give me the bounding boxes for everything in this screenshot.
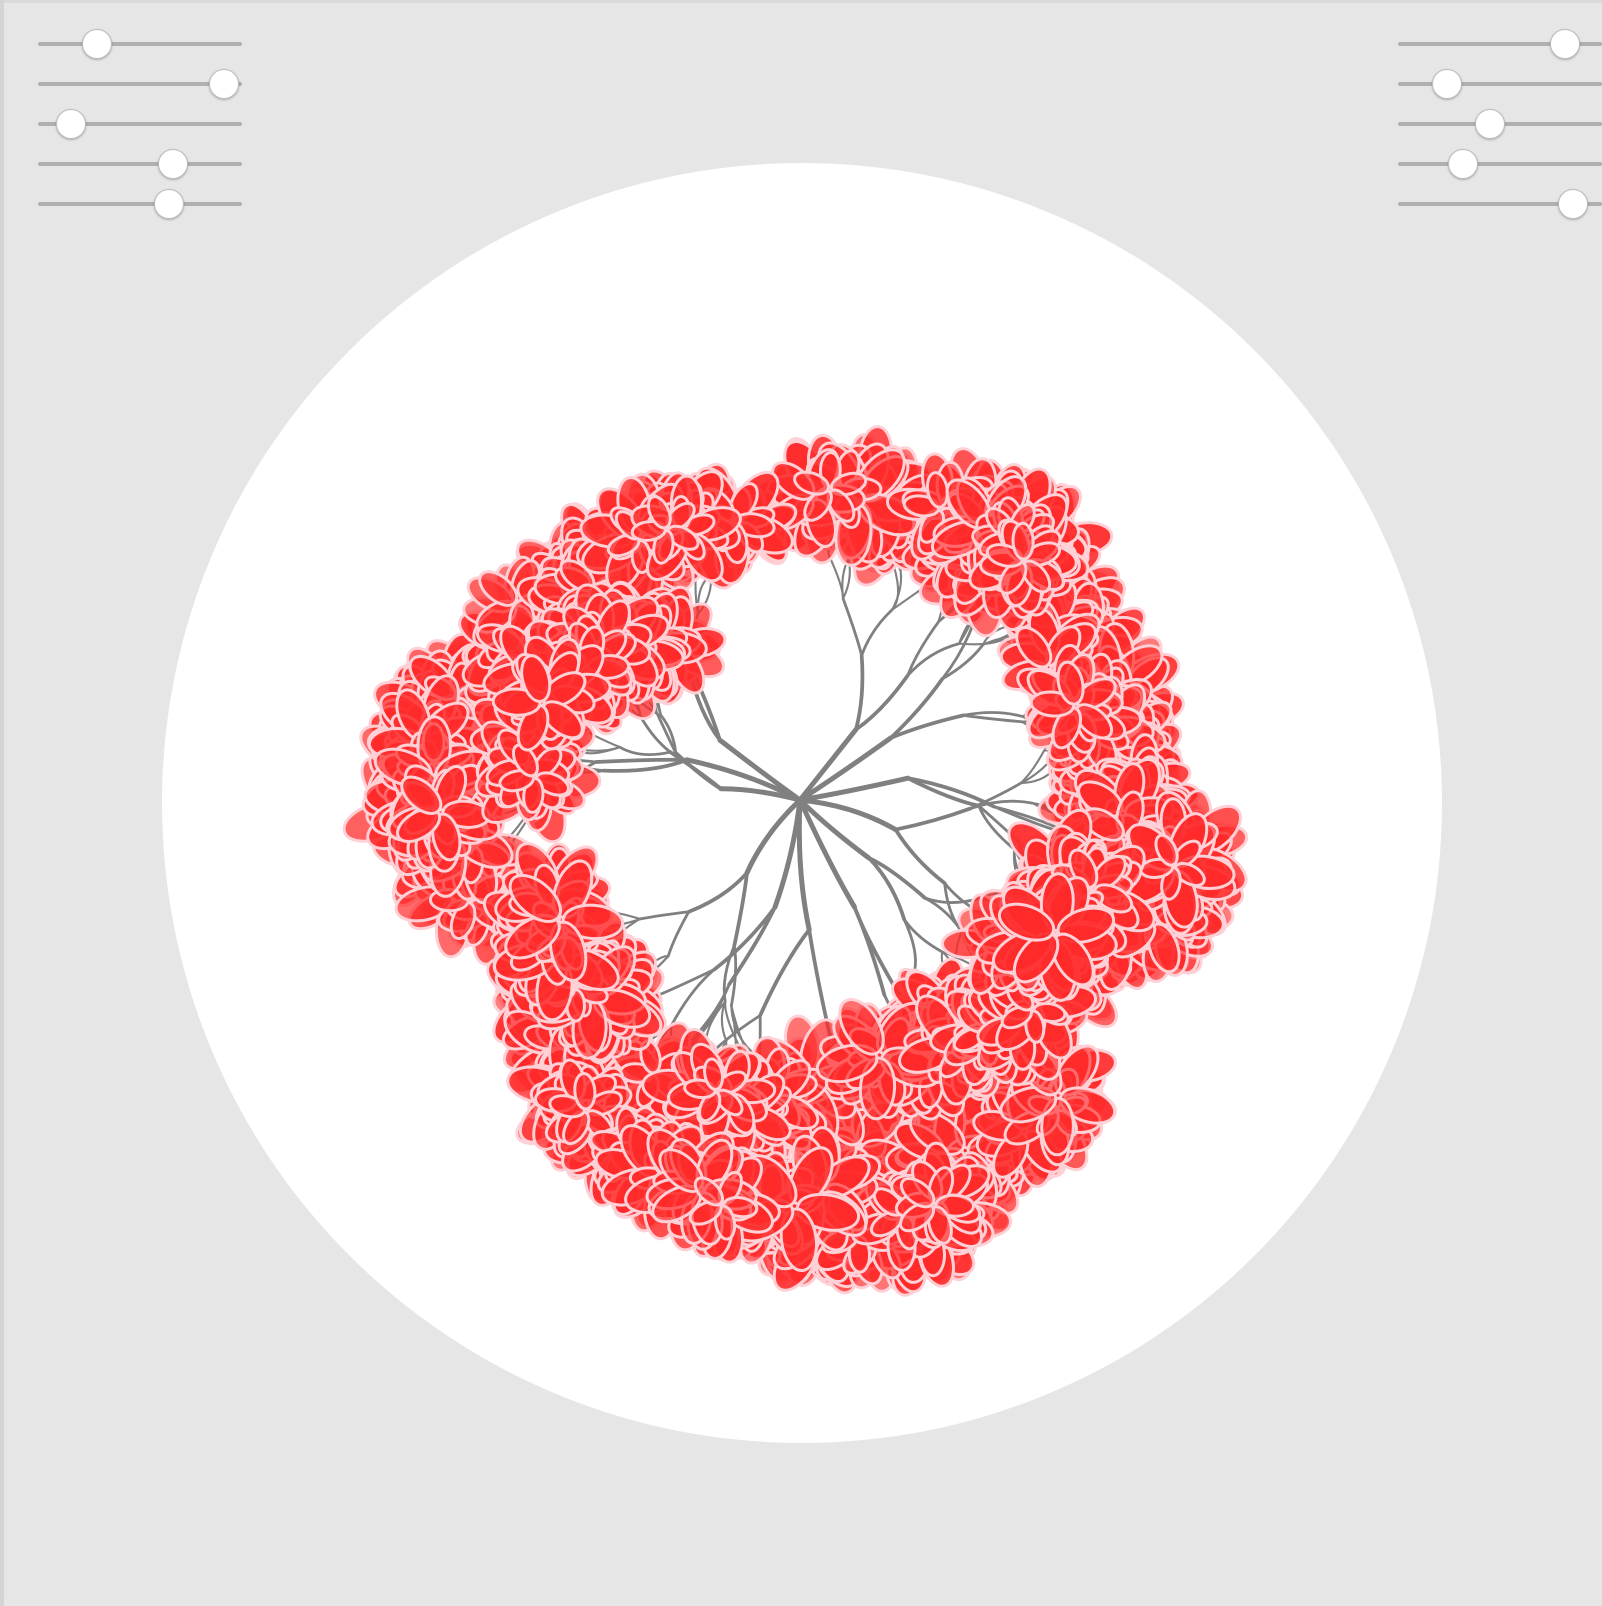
branch bbox=[594, 757, 689, 764]
tree-blossoms bbox=[342, 425, 1249, 1297]
window-left-edge bbox=[0, 0, 4, 1606]
branch bbox=[906, 620, 940, 678]
branch bbox=[905, 776, 981, 808]
branch bbox=[962, 713, 1024, 724]
branch bbox=[718, 786, 803, 803]
branch bbox=[797, 735, 894, 803]
branch bbox=[852, 905, 900, 994]
branch bbox=[797, 797, 872, 861]
branch bbox=[797, 797, 899, 833]
window-top-edge bbox=[0, 0, 1602, 3]
branch bbox=[888, 677, 945, 740]
branch bbox=[958, 638, 1004, 646]
branch bbox=[906, 642, 961, 678]
branch bbox=[860, 608, 894, 657]
branch bbox=[659, 714, 678, 755]
branch bbox=[841, 597, 864, 657]
branch bbox=[722, 944, 736, 1003]
branch bbox=[940, 623, 975, 681]
branch bbox=[866, 856, 907, 922]
branch bbox=[854, 653, 865, 732]
branch bbox=[668, 750, 723, 791]
branch bbox=[639, 715, 672, 754]
branch bbox=[717, 737, 803, 803]
branch bbox=[888, 713, 966, 740]
branch bbox=[797, 727, 859, 803]
branch bbox=[686, 870, 749, 914]
branch bbox=[866, 856, 927, 900]
branch bbox=[797, 775, 911, 803]
branch bbox=[729, 944, 738, 1008]
branch bbox=[720, 1000, 728, 1043]
branch bbox=[796, 797, 812, 933]
branch bbox=[902, 918, 944, 954]
branch bbox=[854, 673, 910, 732]
branch bbox=[962, 711, 1025, 719]
branch bbox=[601, 757, 689, 773]
branch bbox=[797, 797, 857, 910]
branch bbox=[891, 570, 903, 611]
branch bbox=[744, 797, 803, 876]
branch bbox=[732, 870, 749, 948]
branch bbox=[893, 827, 947, 886]
branch bbox=[940, 643, 985, 681]
branch bbox=[669, 967, 716, 1028]
branch bbox=[905, 776, 996, 809]
branch bbox=[893, 806, 973, 832]
branch bbox=[658, 967, 716, 997]
petal bbox=[1011, 521, 1035, 561]
branch bbox=[618, 745, 672, 757]
branch bbox=[758, 927, 812, 1018]
branch bbox=[1019, 749, 1046, 785]
branch bbox=[977, 804, 1016, 851]
branch bbox=[638, 910, 691, 921]
branch bbox=[666, 910, 691, 958]
